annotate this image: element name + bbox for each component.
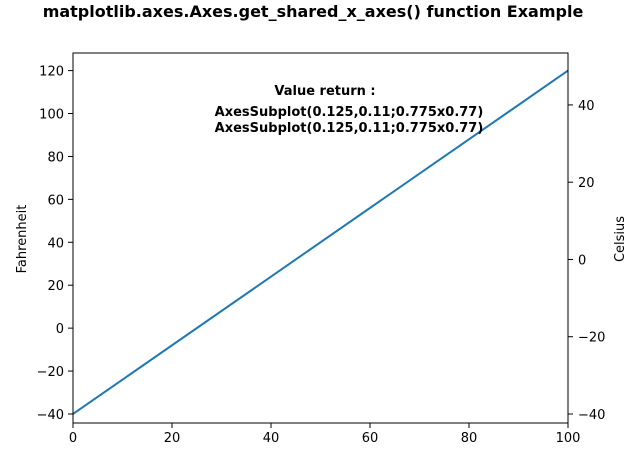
- x-tick-label: 0: [69, 431, 77, 446]
- y-tick-label: 20: [47, 279, 64, 294]
- y2-tick-label: −20: [578, 331, 605, 346]
- plot-area: [72, 52, 569, 424]
- y-tick-label: 120: [39, 65, 64, 80]
- x-tick-label: 40: [263, 431, 280, 446]
- y-tick-label: 40: [47, 236, 64, 251]
- x-tick-label: 100: [556, 431, 581, 446]
- chart-title: matplotlib.axes.Axes.get_shared_x_axes()…: [43, 2, 584, 21]
- y2-tick-label: 0: [578, 253, 586, 268]
- x-tick-label: 60: [362, 431, 379, 446]
- annotation-heading: Value return :: [274, 84, 375, 99]
- x-tick-label: 80: [461, 431, 478, 446]
- axes-frame: [72, 52, 569, 424]
- y-axis-left: −40 −20 0 20 40 60 80 100 120: [37, 65, 73, 423]
- y-tick-label: 0: [56, 322, 64, 337]
- x-axis: 0 20 40 60 80 100: [69, 423, 581, 446]
- series-line-0: [72, 69, 569, 415]
- y-axis-right: −40 −20 0 20 40: [568, 99, 605, 423]
- x-tick-label: 20: [164, 431, 181, 446]
- y-tick-label: 80: [47, 150, 64, 165]
- y2-tick-label: 20: [578, 176, 595, 191]
- y-tick-label: 100: [39, 108, 64, 123]
- y-tick-label: −20: [37, 365, 64, 380]
- y2-tick-label: 40: [578, 99, 595, 114]
- y2-axis-label: Celsius: [613, 216, 628, 262]
- y-tick-label: 60: [47, 193, 64, 208]
- y2-tick-label: −40: [578, 408, 605, 423]
- annotation-line-2: AxesSubplot(0.125,0.11;0.775x0.77): [215, 121, 484, 136]
- y-tick-label: −40: [37, 408, 64, 423]
- y-axis-label: Fahrenheit: [15, 205, 30, 274]
- annotation-line-1: AxesSubplot(0.125,0.11;0.775x0.77): [215, 105, 484, 120]
